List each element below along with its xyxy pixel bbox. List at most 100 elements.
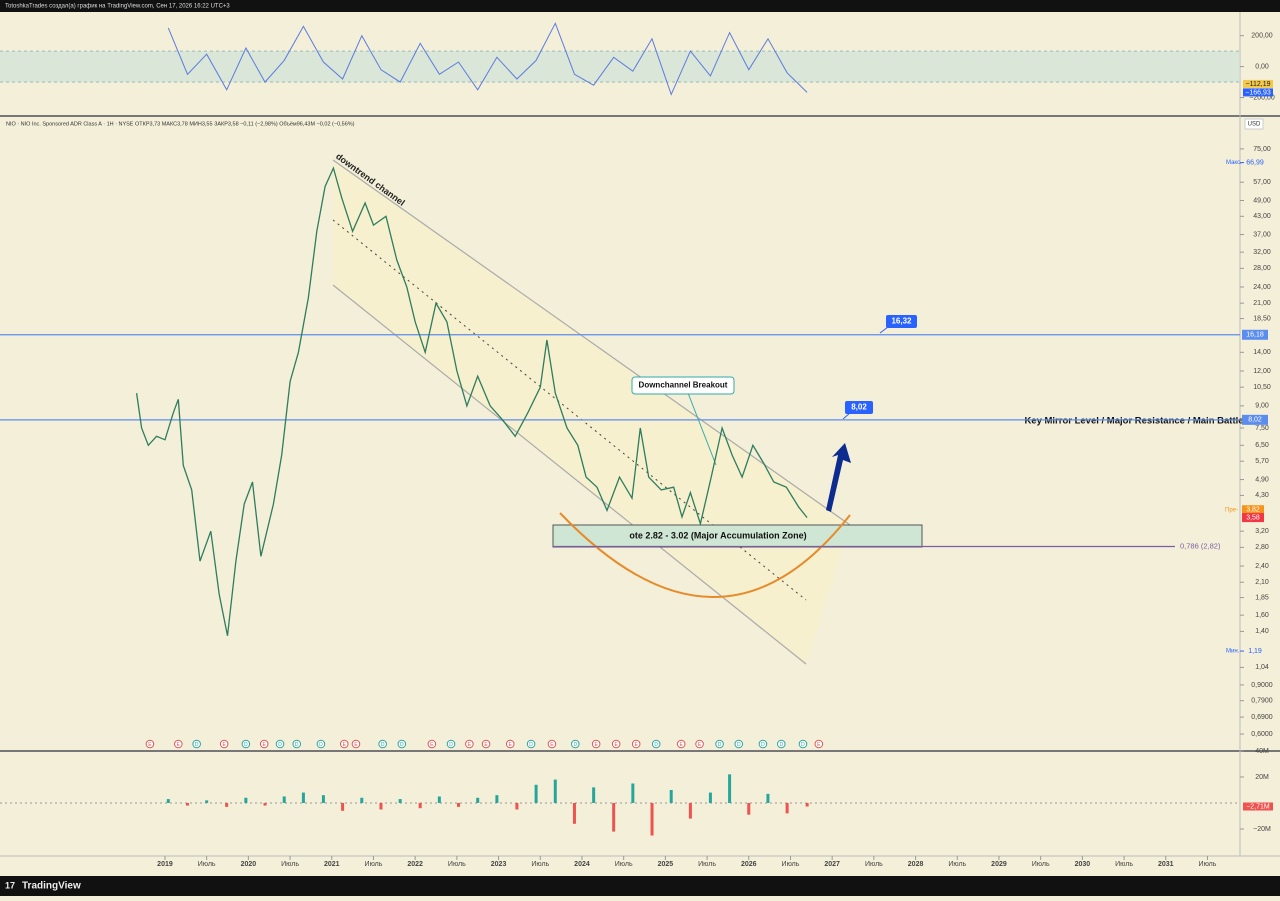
event-badge [397,739,407,749]
x-tick-label: Июль [865,861,883,868]
volume-bar [534,784,538,803]
top-bar [0,0,1280,12]
event-label: E [635,742,639,748]
extreme-value: 1,19 [1248,648,1262,655]
volume-bar [747,802,751,815]
extreme-name: Макс. [1226,160,1242,166]
level-tag [1242,329,1268,340]
y-tick-label: 10,50 [1253,384,1271,391]
price-callout [886,315,917,328]
x-tick-label: 2028 [908,861,924,868]
attribution: TotoshkaTrades создал(а) график на Tradi… [5,4,230,10]
volume-bar [612,802,616,832]
level-tag-label: 8,02 [1248,417,1262,424]
x-tick-label: Июль [615,861,633,868]
event-label: D [244,742,248,748]
volume-tick-label: 20M [1255,774,1269,781]
event-label: E [817,742,821,748]
callout-pointer [687,392,717,466]
x-tick-label: Июль [1115,861,1133,868]
y-tick-label: 1,40 [1255,628,1269,635]
event-label: E [148,742,152,748]
event-badge [814,739,824,749]
rsi-tag-label: −112,19 [1246,81,1271,88]
y-tick-label: 18,50 [1253,315,1271,322]
x-tick-label: 2024 [574,861,590,868]
y-tick-label: 49,00 [1253,197,1271,204]
x-tick-label: 2027 [824,861,840,868]
event-label: E [177,742,181,748]
y-tick-label: 14,00 [1253,349,1271,356]
price-callout-label: 8,02 [851,403,867,412]
volume-bar [185,802,189,806]
volume-bar [476,797,480,803]
x-tick-label: Июль [1199,861,1217,868]
event-label: E [594,742,598,748]
event-label: E [484,742,488,748]
event-label: E [468,742,472,748]
y-tick-label: 3,20 [1255,528,1269,535]
event-label: D [381,742,385,748]
event-badge [591,739,601,749]
x-tick-label: 2026 [741,861,757,868]
event-label: D [761,742,765,748]
event-badge [547,739,557,749]
event-badge [145,739,155,749]
x-tick-label: Июль [782,861,800,868]
event-badge [378,739,387,749]
y-tick-label: 1,85 [1255,594,1269,601]
event-badge [446,739,456,749]
symbol-legend: NIO · NIO Inc. Sponsored ADR Class A · 1… [6,121,355,127]
event-badge [275,739,285,749]
y-tick-label: 4,30 [1255,492,1269,499]
event-label: D [278,742,282,748]
x-tick-label: 2025 [658,861,674,868]
x-tick-label: 2019 [157,861,173,868]
event-badge [715,739,724,749]
y-tick-label: 6,50 [1255,442,1269,449]
event-badge [651,739,661,749]
event-badge [481,739,491,749]
y-tick-label: 0,9000 [1251,682,1273,689]
x-tick-label: 2020 [241,861,257,868]
brand: TradingView [22,881,81,892]
x-tick-label: 2029 [991,861,1007,868]
volume-bar [263,802,267,806]
volume-bar [766,793,770,803]
volume-bar [728,774,732,803]
event-badge [676,739,686,749]
y-tick-label: 0,6900 [1251,714,1273,721]
x-tick-label: 2031 [1158,861,1174,868]
rsi-line [167,22,808,96]
y-tick-label: 57,00 [1253,179,1271,186]
x-tick-label: 2030 [1075,861,1091,868]
y-tick-label: 5,70 [1255,458,1269,465]
event-label: D [319,742,323,748]
volume-bar [437,796,441,803]
x-tick-label: Июль [281,861,299,868]
up-arrow [826,443,851,512]
rsi-tick-label: 0,00 [1255,63,1269,70]
rsi-tick-label: 200,00 [1251,33,1273,40]
event-badge [631,739,641,749]
y-tick-label: 32,00 [1253,249,1271,256]
event-badge [695,739,704,749]
volume-bar [708,792,712,803]
volume-bar [166,799,170,803]
volume-bar [321,795,325,803]
x-tick-label: Июль [198,861,216,868]
x-tick-label: Июль [1032,861,1050,868]
event-label: E [354,742,358,748]
callout-box [631,376,735,395]
y-tick-label: 0,6000 [1251,731,1273,738]
volume-bar [592,787,596,803]
volume-tag [1243,802,1273,811]
event-label: E [263,742,267,748]
brand-logo: 17 [5,880,15,890]
event-label: E [698,742,702,748]
price-tag-label: 3,82 [1246,507,1260,514]
volume-bar [515,802,519,810]
breakout-label: Downchannel Breakout [639,381,728,390]
fib-label: 0,786 (2,82) [1180,541,1221,550]
